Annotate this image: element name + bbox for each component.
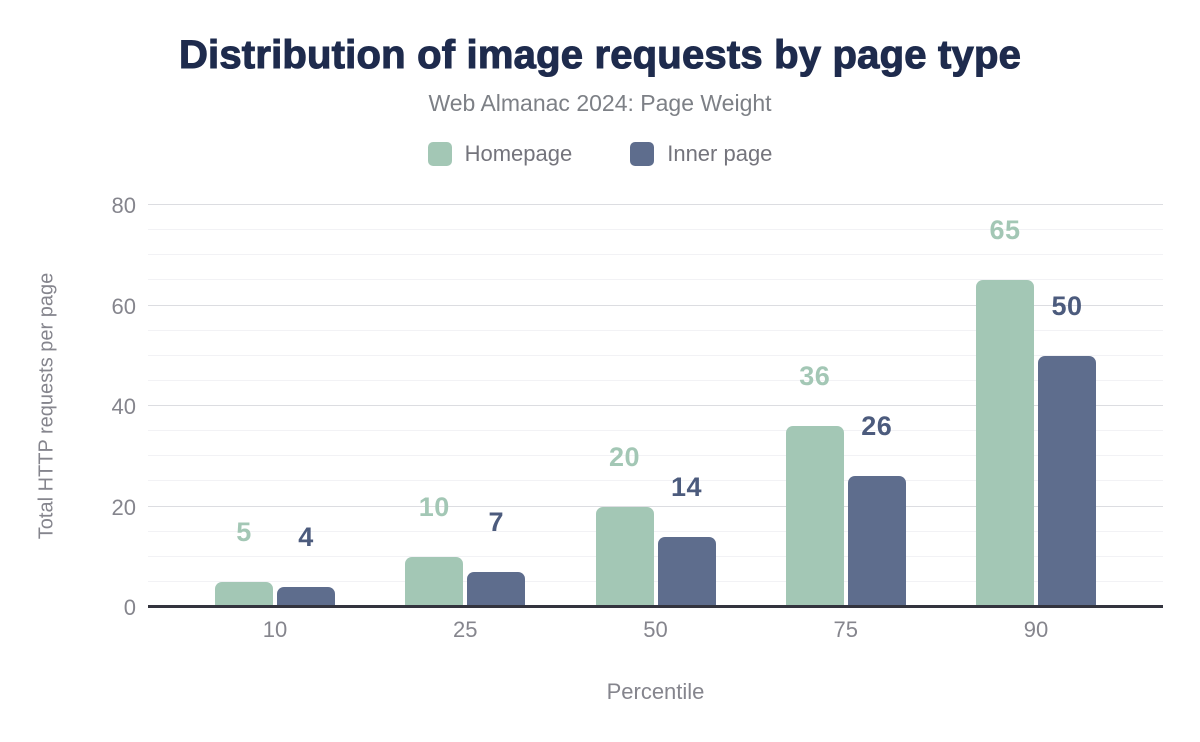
x-axis-line [148,605,1163,608]
major-grid-line-20 [148,505,1163,507]
minor-grid-line-35 [148,430,1163,432]
chart-subtitle: Web Almanac 2024: Page Weight [428,90,772,116]
major-grid-line-40 [148,405,1163,406]
bar-value-label-homepage-p25: 10 [418,491,450,522]
bar-inner-page-p75[interactable] [847,476,906,607]
y-tick-label-0: 0 [123,595,136,620]
bar-inner-page-p10[interactable] [277,586,335,607]
bar-value-label-inner-page-p10: 4 [298,521,314,552]
minor-grid-line-50 [148,354,1163,356]
x-tick-label-25: 25 [453,617,478,642]
bar-homepage-p90[interactable] [976,280,1034,607]
homepage-swatch-icon [427,142,452,166]
x-tick-label-90: 90 [1023,617,1049,642]
minor-grid-line-70 [148,254,1163,256]
y-tick-label-40: 40 [111,394,136,419]
minor-grid-line-65 [148,279,1163,281]
bar-inner-page-p25[interactable] [467,571,526,607]
bar-value-label-homepage-p90: 65 [989,215,1021,246]
bar-value-label-homepage-p75: 36 [799,361,831,392]
bar-inner-page-p90[interactable] [1038,355,1096,607]
minor-grid-line-25 [148,480,1163,482]
bar-value-label-inner-page-p50: 14 [670,471,703,502]
major-grid-line-80 [148,204,1163,205]
minor-grid-line-15 [148,530,1163,532]
y-tick-label-80: 80 [111,193,136,218]
y-tick-label-60: 60 [111,293,136,319]
minor-grid-line-30 [148,455,1163,457]
legend-item-homepage[interactable]: Homepage [427,141,573,167]
minor-grid-line-5 [148,580,1163,582]
minor-grid-line-45 [148,379,1163,381]
bar-value-label-homepage-p50: 20 [608,441,641,472]
plot-area: 5 4 10 7 20 14 36 26 65 50 [148,204,1163,608]
minor-grid-line-55 [148,329,1163,331]
bar-value-label-homepage-p10: 5 [236,516,252,547]
major-grid-line-60 [148,304,1163,306]
bar-value-label-inner-page-p25: 7 [488,506,505,537]
legend-label-homepage: Homepage [464,141,573,166]
bar-inner-page-p50[interactable] [657,536,716,607]
x-tick-label-75: 75 [833,617,858,642]
bar-homepage-p10[interactable] [215,581,273,607]
x-tick-label-10: 10 [262,617,288,642]
bar-value-label-inner-page-p75: 26 [861,411,893,442]
minor-grid-line-10 [148,555,1163,557]
bar-homepage-p75[interactable] [785,426,844,607]
legend: Homepage Inner page [0,141,1200,167]
legend-item-inner-page[interactable]: Inner page [630,141,772,167]
inner-page-swatch-icon [630,142,655,166]
bar-homepage-p25[interactable] [405,556,464,607]
y-axis-title: Total HTTP requests per page [35,272,58,540]
legend-label-inner-page: Inner page [667,141,773,166]
x-tick-label-50: 50 [643,617,668,642]
x-axis-title: Percentile [606,679,705,704]
y-tick-label-20: 20 [111,494,136,520]
bar-homepage-p50[interactable] [595,506,654,607]
minor-grid-line-75 [148,229,1163,231]
bar-value-label-inner-page-p90: 50 [1051,290,1083,321]
chart-title: Distribution of image requests by page t… [178,32,1022,77]
